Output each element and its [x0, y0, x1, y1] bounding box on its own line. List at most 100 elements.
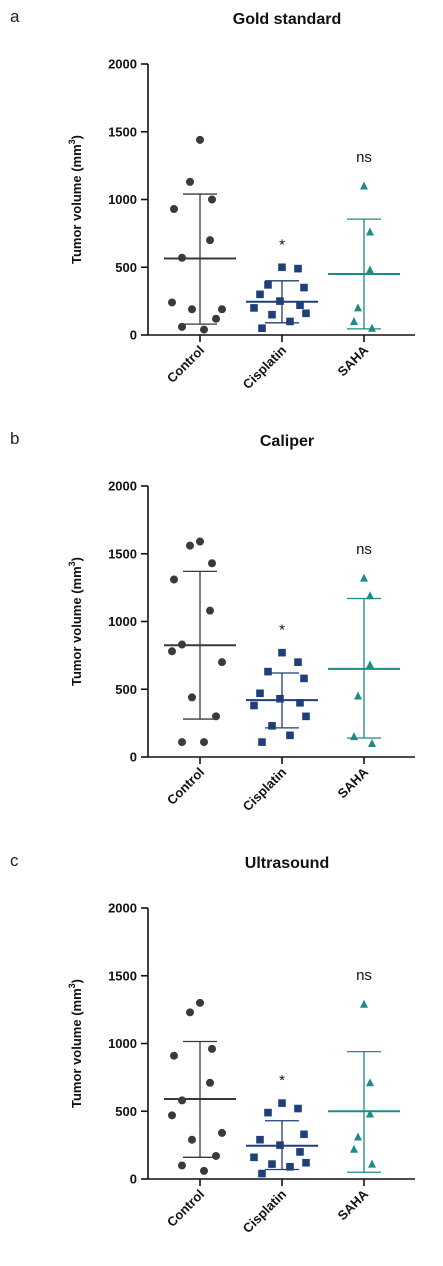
data-point: [200, 325, 208, 334]
data-point: [302, 309, 310, 318]
data-point: [360, 181, 368, 190]
data-point: [276, 297, 284, 305]
y-axis-label: Tumor volume (mm3): [67, 557, 84, 686]
data-point: [366, 227, 374, 236]
series-saha: ns: [328, 149, 400, 332]
data-point: [200, 1166, 208, 1175]
data-point: [196, 135, 204, 144]
y-tick-label: 1500: [108, 546, 137, 561]
chart-title: Gold standard: [233, 11, 341, 28]
data-point: [218, 305, 226, 314]
data-point: [366, 265, 374, 274]
y-tick-label: 500: [115, 682, 137, 697]
data-point: [366, 660, 374, 669]
y-tick-label: 2000: [108, 57, 137, 72]
y-tick-label: 1500: [108, 968, 137, 983]
y-tick-label: 1000: [108, 1036, 137, 1051]
data-point: [366, 1109, 374, 1118]
data-point: [350, 316, 358, 325]
chart-title: Ultrasound: [245, 855, 329, 872]
data-point: [354, 303, 362, 312]
y-tick-label: 0: [130, 328, 137, 343]
data-point: [196, 537, 204, 546]
series-control: [164, 135, 236, 334]
data-point: [186, 177, 194, 186]
data-point: [206, 606, 214, 615]
data-point: [168, 647, 176, 656]
data-point: [296, 1148, 304, 1156]
data-point: [178, 738, 186, 747]
x-tick-label-saha: SAHA: [334, 1186, 371, 1223]
data-point: [188, 305, 196, 314]
data-point: [350, 1144, 358, 1153]
data-point: [256, 1135, 264, 1144]
data-point: [250, 304, 258, 312]
data-point: [208, 559, 216, 568]
x-tick-label-saha: SAHA: [334, 342, 371, 379]
data-point: [368, 323, 376, 332]
y-tick-label: 1000: [108, 614, 137, 629]
data-point: [294, 1104, 302, 1113]
data-point: [178, 253, 186, 262]
data-point: [368, 738, 376, 747]
data-point: [200, 738, 208, 747]
data-point: [278, 1099, 286, 1107]
y-axis-label: Tumor volume (mm3): [67, 135, 84, 264]
chart-panel-a: a Gold standard 0 500 1000 1500 2000 Tumor volu…: [10, 7, 415, 392]
data-point: [286, 1163, 294, 1171]
y-tick-label: 2000: [108, 901, 137, 916]
data-point: [302, 712, 310, 721]
series-control: [164, 537, 236, 747]
data-point: [300, 674, 308, 683]
panel-letter: b: [10, 429, 19, 448]
x-tick-label-control: Control: [164, 1187, 207, 1230]
data-point: [278, 263, 286, 272]
significance-label: ns: [356, 149, 372, 166]
series-saha: ns: [328, 541, 400, 747]
data-point: [168, 298, 176, 307]
chart-panel-b: b Caliper 0 500 1000 1500 2000 Tumor volume (mm…: [10, 429, 415, 814]
data-point: [268, 1160, 276, 1168]
x-tick-label-control: Control: [164, 765, 207, 808]
data-point: [268, 722, 276, 730]
y-tick-label: 500: [115, 260, 137, 275]
data-point: [256, 689, 264, 698]
data-point: [294, 264, 302, 273]
data-point: [208, 195, 216, 204]
data-point: [170, 575, 178, 584]
data-point: [250, 1153, 258, 1162]
data-point: [186, 541, 194, 550]
y-axis-label: Tumor volume (mm3): [67, 979, 84, 1108]
y-tick-label: 1500: [108, 124, 137, 139]
data-point: [302, 1158, 310, 1167]
data-point: [360, 999, 368, 1008]
data-point: [178, 1161, 186, 1170]
data-point: [212, 712, 220, 721]
data-point: [264, 281, 272, 289]
data-point: [250, 701, 258, 710]
data-point: [276, 694, 284, 703]
data-point: [178, 640, 186, 649]
data-point: [276, 1141, 284, 1149]
data-point: [218, 658, 226, 667]
data-point: [278, 648, 286, 657]
data-point: [196, 998, 204, 1007]
data-point: [258, 1169, 266, 1178]
panel-letter: c: [10, 851, 19, 870]
data-point: [264, 1108, 272, 1117]
panel-letter: a: [10, 7, 20, 26]
data-point: [286, 731, 294, 740]
data-point: [206, 236, 214, 245]
significance-label: *: [279, 236, 285, 253]
data-point: [354, 1132, 362, 1141]
data-point: [366, 1078, 374, 1087]
data-point: [170, 204, 178, 213]
x-tick-label-cisplatin: Cisplatin: [240, 1186, 289, 1235]
y-tick-label: 0: [130, 750, 137, 765]
data-point: [188, 693, 196, 702]
y-tick-label: 1000: [108, 192, 137, 207]
data-point: [206, 1078, 214, 1087]
series-cisplatin: *: [246, 622, 318, 746]
data-point: [300, 1130, 308, 1139]
y-tick-label: 0: [130, 1172, 137, 1187]
